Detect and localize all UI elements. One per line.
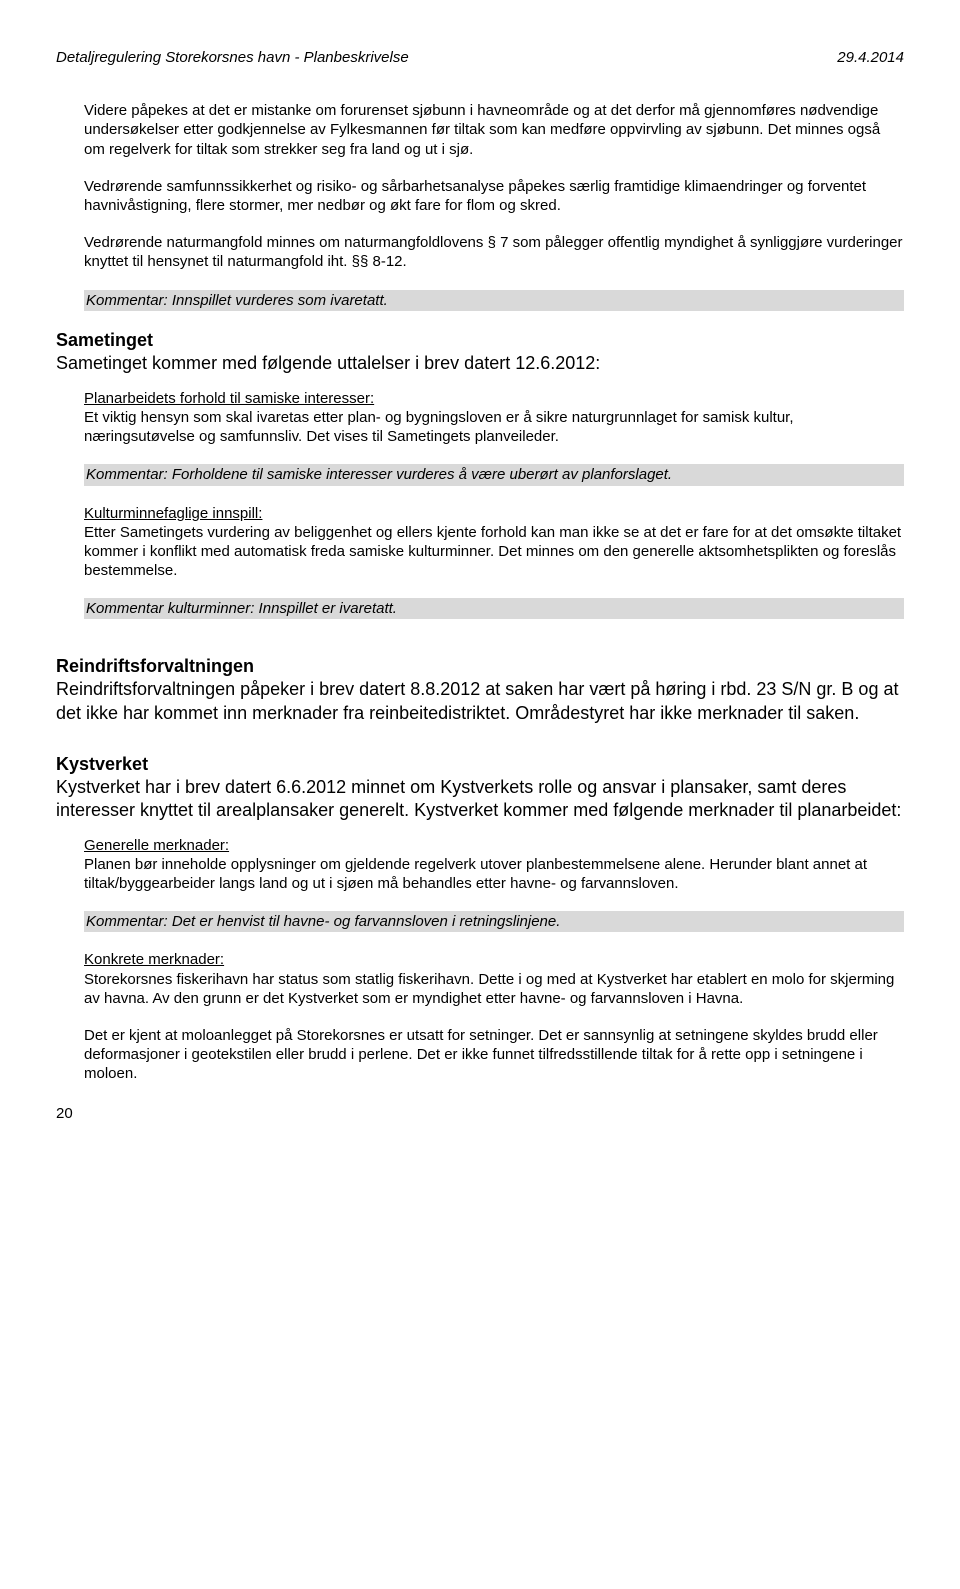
paragraph: Det er kjent at moloanlegget på Storekor… xyxy=(84,1026,904,1084)
subheading: Kulturminnefaglige innspill: xyxy=(84,504,904,523)
paragraph: Planen bør inneholde opplysninger om gje… xyxy=(84,855,904,893)
subheading: Generelle merknader: xyxy=(84,836,904,855)
paragraph: Et viktig hensyn som skal ivaretas etter… xyxy=(84,408,904,446)
section-reindrift: Reindriftsforvaltningen Reindriftsforval… xyxy=(56,655,904,724)
section-heading: Kystverket xyxy=(56,753,904,776)
header-left: Detaljregulering Storekorsnes havn - Pla… xyxy=(56,48,409,67)
subheading: Planarbeidets forhold til samiske intere… xyxy=(84,389,904,408)
paragraph: Vedrørende naturmangfold minnes om natur… xyxy=(84,233,904,271)
page-header: Detaljregulering Storekorsnes havn - Pla… xyxy=(56,48,904,67)
page-number: 20 xyxy=(56,1104,904,1123)
header-right: 29.4.2014 xyxy=(837,48,904,67)
paragraph: Vedrørende samfunnssikkerhet og risiko- … xyxy=(84,177,904,215)
comment-box: Kommentar: Innspillet vurderes som ivare… xyxy=(84,290,904,311)
comment-box: Kommentar: Det er henvist til havne- og … xyxy=(84,911,904,932)
section-heading: Sametinget xyxy=(56,329,904,352)
comment-box: Kommentar: Forholdene til samiske intere… xyxy=(84,464,904,485)
section-sametinget: Sametinget Sametinget kommer med følgend… xyxy=(56,329,904,638)
paragraph: Reindriftsforvaltningen påpeker i brev d… xyxy=(56,678,904,724)
subheading: Konkrete merknader: xyxy=(84,950,904,969)
paragraph: Storekorsnes fiskerihavn har status som … xyxy=(84,970,904,1008)
section-kystverket: Kystverket Kystverket har i brev datert … xyxy=(56,753,904,1084)
paragraph: Videre påpekes at det er mistanke om for… xyxy=(84,101,904,159)
comment-box: Kommentar kulturminner: Innspillet er iv… xyxy=(84,598,904,619)
section-intro: Sametinget kommer med følgende uttalelse… xyxy=(56,352,904,375)
paragraph: Etter Sametingets vurdering av beliggenh… xyxy=(84,523,904,581)
section-heading: Reindriftsforvaltningen xyxy=(56,655,904,678)
section-intro: Kystverket har i brev datert 6.6.2012 mi… xyxy=(56,776,904,822)
